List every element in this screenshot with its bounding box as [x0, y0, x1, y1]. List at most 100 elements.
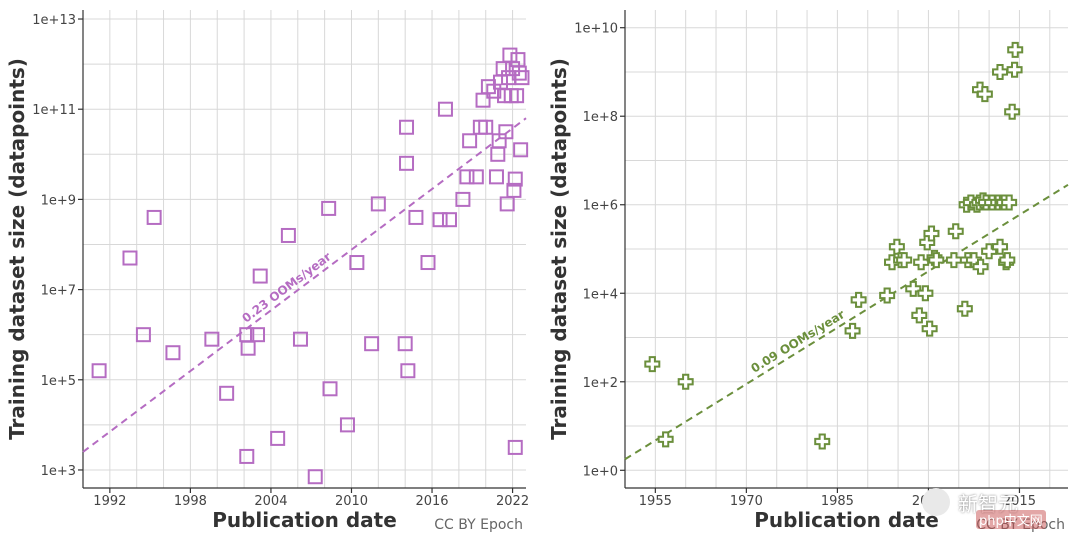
data-point — [1004, 103, 1021, 120]
data-point — [408, 209, 424, 225]
data-point — [981, 243, 998, 260]
x-axis-label: Publication date — [212, 508, 397, 532]
data-point — [850, 291, 867, 308]
data-point — [511, 65, 527, 81]
data-point — [280, 227, 296, 243]
data-point — [917, 285, 934, 302]
data-point — [91, 363, 107, 379]
y-tick-label: 1e+8 — [583, 110, 618, 125]
data-point — [250, 327, 266, 343]
y-tick-label: 1e+5 — [41, 374, 76, 389]
data-point — [270, 430, 286, 446]
data-point — [441, 212, 457, 228]
data-point — [911, 307, 928, 324]
data-point — [879, 287, 896, 304]
data-point — [999, 252, 1016, 269]
data-point — [252, 268, 268, 284]
data-point — [462, 133, 478, 149]
data-point — [677, 373, 694, 390]
data-point — [976, 86, 993, 103]
data-point — [905, 280, 922, 297]
x-tick-label: 1992 — [93, 494, 126, 509]
chart-1: 1e+3 1e+5 1e+7 1e+9 1e+11 1e+13 1992 1998 2004 20… — [5, 10, 530, 533]
data-point — [349, 255, 365, 271]
x-tick-label: 2022 — [496, 494, 529, 509]
x-tick-label: 2016 — [415, 494, 448, 509]
y-tick-label: 1e+3 — [41, 464, 76, 479]
data-point — [432, 212, 448, 228]
data-point — [122, 250, 138, 266]
trend-line — [82, 117, 527, 453]
data-point — [1001, 194, 1018, 211]
data-point — [240, 340, 256, 356]
trend-line — [624, 183, 1069, 461]
data-point — [992, 238, 1009, 255]
y-tick-label: 1e+13 — [32, 13, 76, 28]
data-point — [913, 254, 930, 271]
data-point — [1007, 41, 1024, 58]
data-point — [399, 155, 415, 171]
data-point — [135, 327, 151, 343]
x-axis-label: Publication date — [754, 508, 939, 532]
trend-label: 0.09 OOMs/year — [748, 307, 847, 376]
watermark: 新智元 php中文网 — [918, 482, 1068, 530]
credit-label: CC BY Epoch — [434, 517, 523, 533]
x-tick-label: 1998 — [174, 494, 207, 509]
data-point — [814, 433, 831, 450]
data-point — [509, 88, 525, 104]
data-point — [972, 258, 989, 275]
x-tick-label: 1985 — [821, 494, 854, 509]
data-point — [514, 70, 530, 86]
y-tick-label: 1e+9 — [41, 193, 76, 208]
data-point — [146, 209, 162, 225]
data-point — [644, 356, 661, 373]
data-point — [219, 385, 235, 401]
data-point — [498, 124, 514, 140]
data-point — [339, 417, 355, 433]
x-tick-label: 2015 — [1003, 494, 1036, 509]
data-point — [437, 101, 453, 117]
data-point — [399, 119, 415, 135]
y-tick-label: 1e+10 — [574, 22, 618, 37]
y-axis-label: Training dataset size (datapoints) — [5, 58, 29, 440]
x-tick-label: 2010 — [335, 494, 368, 509]
data-point — [507, 439, 523, 455]
x-tick-label: 1955 — [639, 494, 672, 509]
x-tick-label: 1970 — [730, 494, 763, 509]
watermark-badge: php中文网 — [976, 510, 1046, 529]
data-point — [455, 191, 471, 207]
chart-2: 1e+01e+21e+41e+61e+81e+10195519701985200… — [547, 10, 1069, 533]
data-point — [204, 331, 220, 347]
y-axis-label: Training dataset size (datapoints) — [547, 58, 571, 440]
data-point — [513, 142, 529, 158]
data-point — [459, 169, 475, 185]
data-point — [945, 252, 962, 269]
trend-label: 0.23 OOMs/year — [239, 250, 333, 326]
y-tick-label: 1e+6 — [583, 199, 618, 214]
y-tick-label: 1e+11 — [32, 103, 76, 118]
data-point — [165, 345, 181, 361]
data-point — [956, 300, 973, 317]
data-point — [896, 252, 913, 269]
data-point — [928, 252, 945, 269]
y-tick-label: 1e+7 — [41, 284, 76, 299]
data-point — [321, 200, 337, 216]
data-point — [397, 336, 413, 352]
data-point — [478, 119, 494, 135]
data-point — [507, 171, 523, 187]
data-point — [502, 47, 518, 63]
data-point — [947, 223, 964, 240]
data-point — [400, 363, 416, 379]
data-point — [923, 225, 940, 242]
data-point — [888, 238, 905, 255]
data-point — [992, 63, 1009, 80]
data-point — [420, 255, 436, 271]
data-point — [364, 336, 380, 352]
data-point — [921, 320, 938, 337]
data-point — [468, 169, 484, 185]
data-point — [292, 331, 308, 347]
data-point — [239, 448, 255, 464]
data-point — [480, 79, 496, 95]
y-tick-label: 1e+2 — [583, 376, 618, 391]
